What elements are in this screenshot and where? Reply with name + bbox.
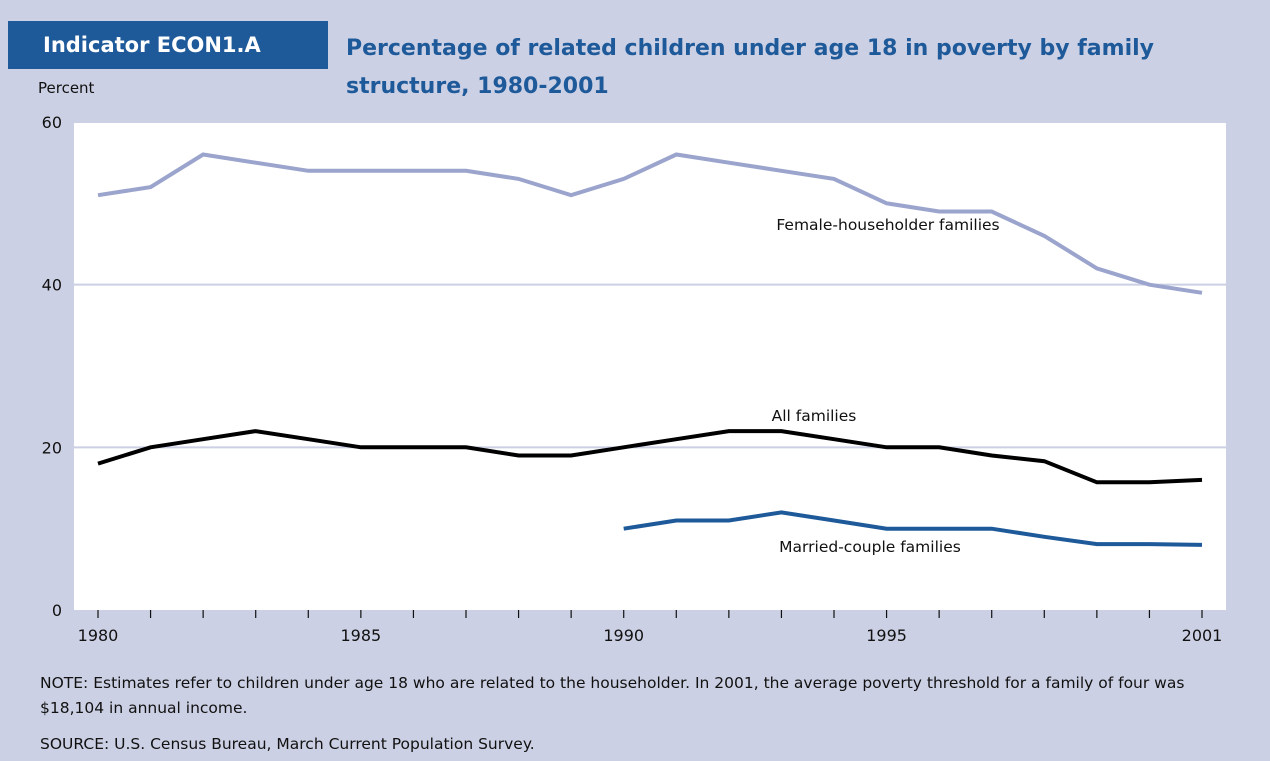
y-tick-label-0: 0 — [52, 601, 62, 620]
x-tick-label-2001: 2001 — [1182, 626, 1223, 645]
series-line-married-couple-families — [623, 510, 1203, 547]
x-tick-label-1995: 1995 — [866, 626, 907, 645]
y-tick-label-60: 60 — [42, 113, 62, 132]
x-tick-label-1985: 1985 — [340, 626, 381, 645]
x-tick-label-1980: 1980 — [78, 626, 119, 645]
y-axis-label: Percent — [38, 79, 95, 97]
x-tick-label-1990: 1990 — [603, 626, 644, 645]
series-line-female-householder-families — [97, 152, 1203, 295]
series-label-female-householder-families: Female-householder families — [776, 216, 999, 234]
chart-source: SOURCE: U.S. Census Bureau, March Curren… — [40, 735, 535, 753]
chart-title: Percentage of related children under age… — [346, 36, 1154, 99]
plot-area — [74, 122, 1226, 610]
indicator-badge: Indicator ECON1.A — [8, 21, 328, 69]
series-line-all-families — [97, 429, 1203, 485]
series-label-all-families: All families — [772, 407, 857, 425]
y-tick-label-40: 40 — [42, 276, 62, 295]
y-tick-label-20: 20 — [42, 438, 62, 457]
series-label-married-couple-families: Married-couple families — [779, 538, 961, 556]
chart-note: NOTE: Estimates refer to children under … — [40, 674, 1185, 717]
